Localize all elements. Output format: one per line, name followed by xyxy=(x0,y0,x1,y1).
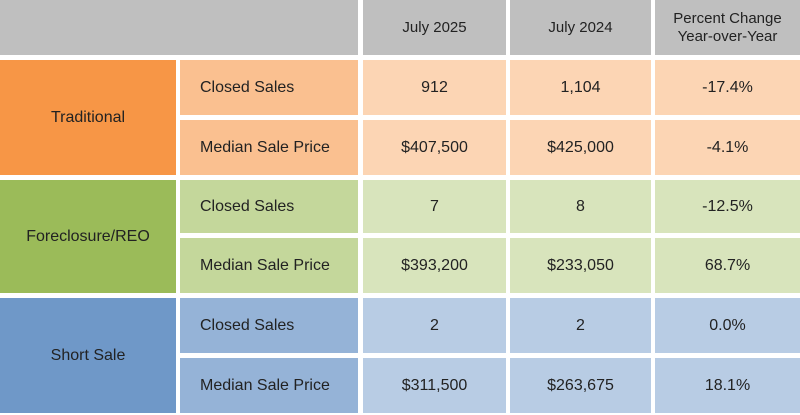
group-label: Foreclosure/REO xyxy=(0,180,176,293)
data-cell: $425,000 xyxy=(510,120,651,175)
data-cell: 8 xyxy=(510,180,651,233)
header-blank xyxy=(0,0,358,55)
data-cell: -17.4% xyxy=(655,60,800,115)
data-cell: 2 xyxy=(363,298,506,353)
metric-label: Closed Sales xyxy=(180,298,358,353)
group-label: Short Sale xyxy=(0,298,176,413)
data-cell: 1,104 xyxy=(510,60,651,115)
data-cell: 2 xyxy=(510,298,651,353)
data-cell: -4.1% xyxy=(655,120,800,175)
metric-label: Median Sale Price xyxy=(180,358,358,413)
data-cell: $393,200 xyxy=(363,238,506,293)
data-cell: 7 xyxy=(363,180,506,233)
data-cell: 18.1% xyxy=(655,358,800,413)
metric-label: Median Sale Price xyxy=(180,120,358,175)
data-cell: 68.7% xyxy=(655,238,800,293)
data-cell: $263,675 xyxy=(510,358,651,413)
metric-label: Closed Sales xyxy=(180,60,358,115)
group-label: Traditional xyxy=(0,60,176,175)
data-cell: $407,500 xyxy=(363,120,506,175)
column-header: July 2025 xyxy=(363,0,506,55)
metric-label: Closed Sales xyxy=(180,180,358,233)
column-header: July 2024 xyxy=(510,0,651,55)
metric-label: Median Sale Price xyxy=(180,238,358,293)
column-header: Percent Change Year-over-Year xyxy=(655,0,800,55)
data-cell: -12.5% xyxy=(655,180,800,233)
data-cell: $233,050 xyxy=(510,238,651,293)
data-cell: 912 xyxy=(363,60,506,115)
data-cell: $311,500 xyxy=(363,358,506,413)
data-cell: 0.0% xyxy=(655,298,800,353)
